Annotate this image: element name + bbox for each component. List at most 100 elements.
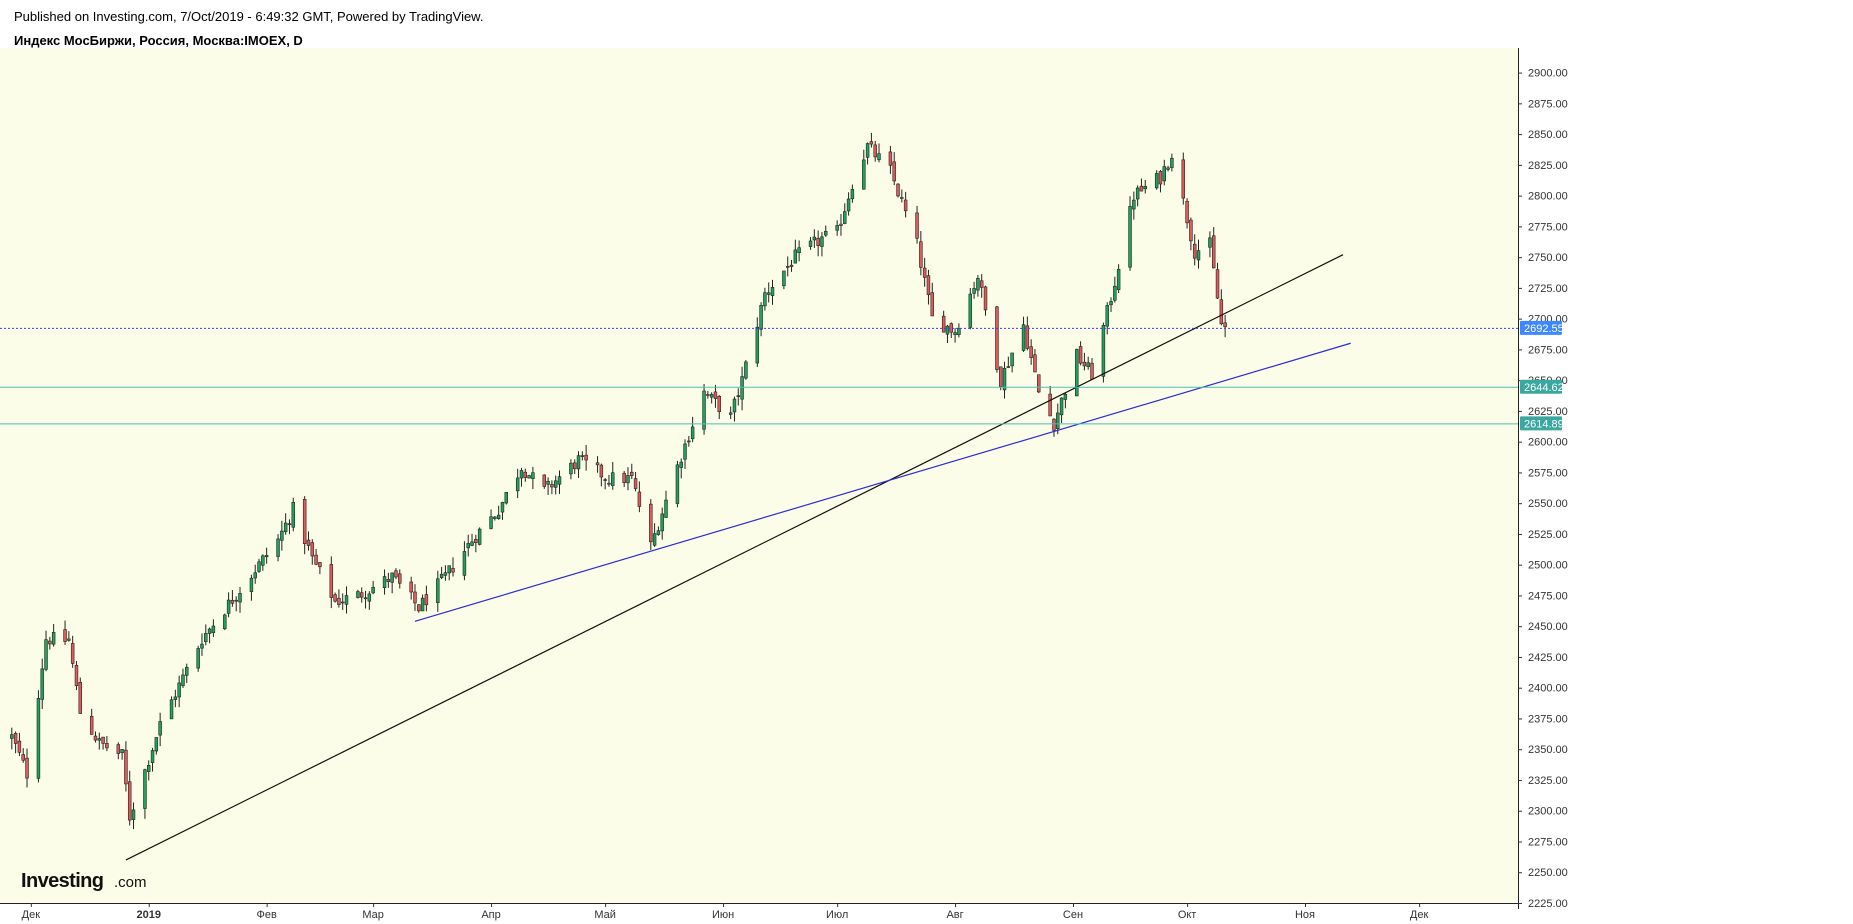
candle [249, 574, 254, 601]
y-axis: 2225.00 2250.00 2275.00 2300.00 2325.00 2350.… [1518, 68, 1568, 910]
candle-up [249, 577, 254, 592]
candle-up [97, 738, 102, 741]
candle [690, 416, 695, 443]
candle [744, 360, 748, 380]
candle [1025, 316, 1030, 351]
x-tick-label: Май [594, 909, 616, 921]
candle [63, 620, 67, 645]
candle-up [679, 461, 683, 468]
candle-up [363, 597, 368, 600]
candle-down [1223, 322, 1227, 328]
candle [436, 570, 440, 612]
y-tick-label: 2825.00 [1528, 160, 1568, 172]
candle [1208, 231, 1212, 258]
candle [230, 590, 235, 607]
candle [283, 513, 288, 535]
candle-up [200, 643, 204, 649]
candle-up [344, 595, 349, 605]
candle [732, 396, 737, 422]
candle [873, 140, 877, 162]
candle-up [1086, 362, 1090, 367]
candle-up [793, 249, 798, 264]
candle [169, 696, 174, 720]
candle [257, 558, 261, 573]
candle-down [607, 482, 611, 485]
candle-up [1154, 173, 1159, 189]
candle-up [291, 502, 295, 528]
candle [238, 586, 242, 613]
y-tick-label: 2725.00 [1528, 283, 1568, 295]
candle [903, 191, 908, 218]
candle-down [394, 570, 398, 578]
candle [1002, 361, 1007, 399]
candle [48, 636, 52, 650]
logo-suffix: .com [114, 874, 147, 891]
candle [603, 478, 607, 490]
candle-up [1105, 305, 1109, 327]
candle [101, 736, 105, 750]
candle [865, 142, 870, 165]
candle [1037, 374, 1041, 394]
candle-up [1109, 301, 1113, 306]
candle-down [451, 567, 455, 573]
candle-up [120, 749, 124, 753]
candle-up [223, 614, 227, 630]
candle [177, 675, 181, 708]
candle [546, 477, 550, 495]
candle [793, 239, 798, 264]
candle [1158, 170, 1163, 193]
candle-down [1219, 299, 1224, 325]
candle [337, 589, 341, 608]
candle [474, 534, 478, 553]
trendline-black [125, 254, 1344, 861]
candle-up [158, 721, 162, 736]
candle-up [850, 189, 855, 200]
candle [44, 630, 48, 672]
y-tick-label: 2325.00 [1528, 775, 1568, 787]
candle-up [732, 398, 737, 413]
candle [185, 663, 189, 683]
y-tick-label: 2900.00 [1528, 68, 1568, 80]
candle [553, 475, 558, 495]
y-tick-label: 2300.00 [1528, 806, 1568, 818]
candle [1192, 234, 1197, 266]
y-tick-label: 2225.00 [1528, 898, 1568, 910]
candle-down [74, 664, 79, 686]
candle [717, 395, 721, 420]
candle-up [1162, 166, 1166, 182]
candle-up [390, 572, 394, 583]
candle [1132, 191, 1136, 220]
candle [147, 760, 151, 781]
candle-up [957, 328, 961, 335]
candle [1101, 322, 1106, 383]
candle [1082, 352, 1087, 371]
candle [131, 802, 136, 830]
candle [557, 470, 562, 494]
candle-up [356, 591, 360, 598]
candle-up [877, 153, 881, 161]
candle [1109, 297, 1113, 313]
candle-down [1158, 171, 1163, 185]
candle-down [995, 306, 999, 370]
candle [687, 435, 691, 447]
candle-down [124, 749, 128, 785]
candle-down [21, 754, 25, 761]
candle [382, 569, 387, 595]
candle [496, 505, 501, 520]
x-tick-label: Сен [1063, 909, 1083, 921]
candle-down [1082, 361, 1087, 367]
candle [656, 526, 661, 536]
candle [264, 547, 269, 564]
candle [1078, 341, 1083, 366]
candle-down [717, 395, 721, 413]
x-tick-label: 2019 [136, 909, 160, 921]
candle [945, 324, 950, 343]
candle [782, 270, 786, 290]
candle-up [500, 502, 505, 513]
candle-down [1048, 393, 1052, 417]
candle [649, 499, 653, 551]
candle [607, 474, 611, 487]
candle-down [302, 499, 307, 545]
candle-down [413, 591, 417, 604]
candle-down [386, 579, 391, 583]
